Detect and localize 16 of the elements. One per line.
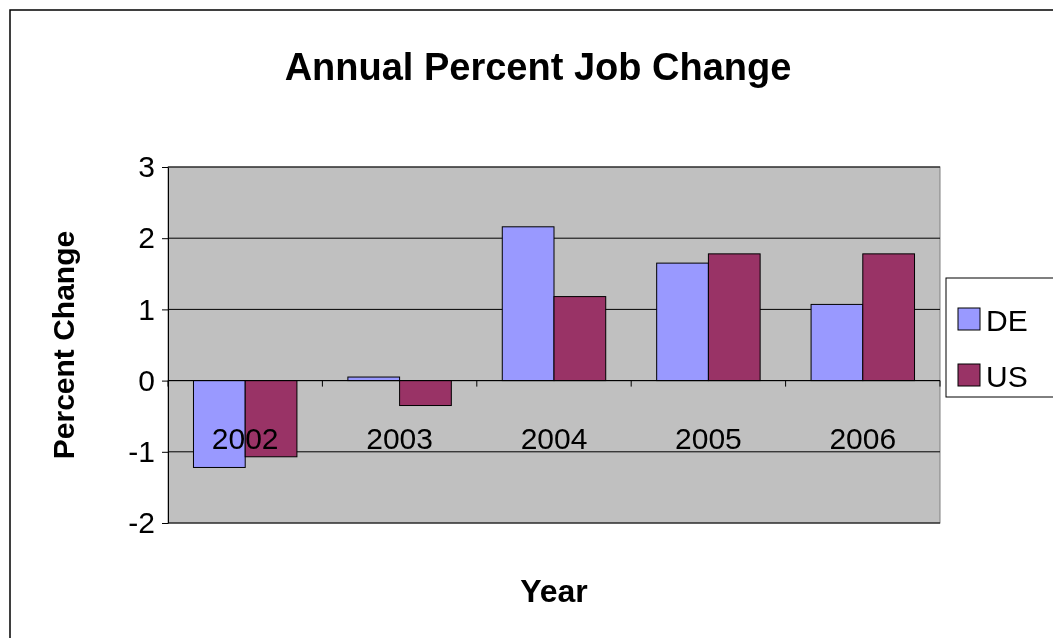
- y-tick-label: 1: [138, 292, 155, 326]
- chart-title: Annual Percent Job Change: [284, 46, 792, 88]
- x-tick-label: 2006: [829, 421, 897, 455]
- y-tick-label: 0: [138, 363, 155, 397]
- y-tick-label: -1: [128, 434, 155, 468]
- x-tick-label: 2003: [366, 421, 433, 455]
- x-axis-title: Year: [520, 573, 588, 609]
- x-tick-label: 2002: [211, 421, 279, 455]
- legend-label: US: [986, 360, 1028, 393]
- legend-label: DE: [986, 304, 1028, 337]
- y-tick-label: 2: [138, 221, 155, 255]
- y-axis-title: Percent Change: [47, 230, 80, 460]
- y-tick-label: 3: [138, 150, 155, 184]
- y-tick-label: -2: [128, 506, 155, 540]
- x-tick-label: 2004: [520, 421, 588, 455]
- x-tick-label: 2005: [675, 421, 742, 455]
